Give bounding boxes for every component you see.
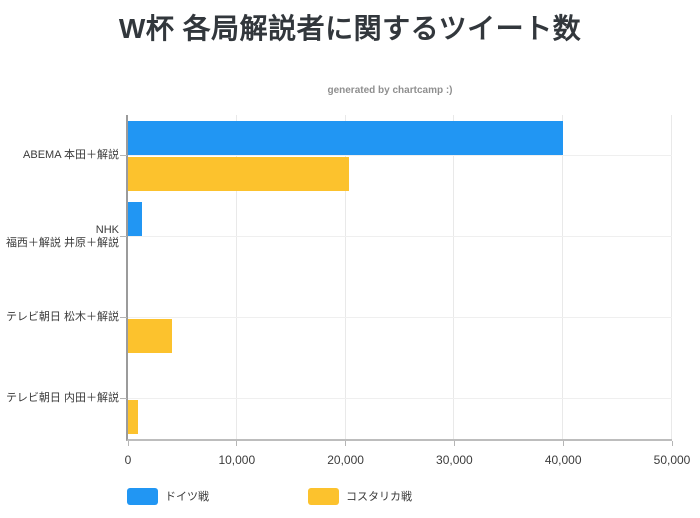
y-category-label: ABEMA 本田＋解説: [23, 149, 119, 161]
bar-germany[interactable]: [128, 120, 564, 155]
x-tick-label: 0: [124, 453, 132, 467]
x-axis-tick: [236, 441, 238, 446]
legend-label-germany: ドイツ戦: [165, 491, 209, 503]
x-gridline: [344, 115, 346, 439]
y-axis-tick: [120, 317, 127, 318]
y-axis-tick: [120, 236, 127, 237]
x-gridline: [562, 115, 564, 439]
x-gridline: [453, 115, 455, 439]
legend-swatch-costarica: [308, 487, 339, 505]
x-tick-label: 50,000: [653, 453, 691, 467]
y-category-label: テレビ朝日 内田＋解説: [5, 392, 119, 404]
x-axis-tick: [345, 441, 347, 446]
x-tick-label: 40,000: [544, 453, 582, 467]
x-gridline: [671, 115, 672, 439]
plot-area: [126, 115, 672, 441]
legend-item-costarica[interactable]: コスタリカ戦: [308, 487, 412, 505]
legend-swatch-germany: [127, 487, 158, 505]
x-gridline: [235, 115, 237, 439]
watermark-text: generated by chartcamp :): [327, 85, 453, 96]
x-tick-label: 20,000: [327, 453, 364, 467]
chart-title: W杯 各局解説者に関するツイート数: [118, 13, 582, 44]
x-axis-tick: [127, 441, 129, 446]
legend-item-germany[interactable]: ドイツ戦: [127, 487, 209, 505]
category-gridline: [128, 398, 672, 399]
category-gridline: [128, 155, 672, 156]
x-tick-label: 30,000: [436, 453, 473, 467]
bar-germany[interactable]: [128, 201, 143, 236]
x-tick-label: 10,000: [218, 453, 256, 467]
y-category-label: テレビ朝日 松木＋解説: [5, 311, 119, 323]
bar-costarica[interactable]: [128, 399, 138, 434]
x-axis-tick: [453, 441, 455, 446]
bar-costarica[interactable]: [128, 156, 349, 191]
category-gridline: [128, 317, 672, 318]
y-category-label: NHK 福西＋解説 井原＋解説: [5, 223, 119, 249]
legend-label-costarica: コスタリカ戦: [346, 491, 412, 503]
x-axis-tick: [562, 441, 564, 446]
x-axis-tick: [671, 441, 673, 446]
bar-costarica[interactable]: [128, 318, 172, 353]
y-axis-tick: [120, 155, 127, 156]
y-axis-tick: [120, 398, 127, 399]
category-gridline: [128, 236, 672, 237]
